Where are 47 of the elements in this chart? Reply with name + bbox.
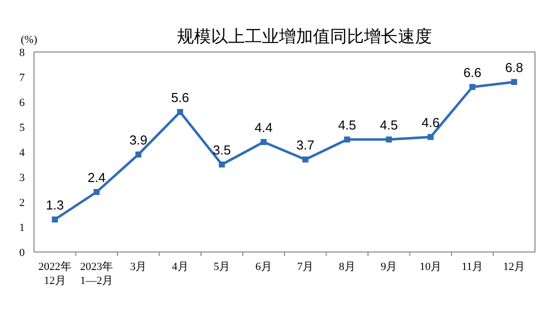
x-tick-label: 2022年 12月: [38, 261, 72, 287]
chart-title: 规模以上工业增加值同比增长速度: [177, 27, 432, 46]
y-axis-title: (%): [20, 34, 38, 46]
x-tick-label: 6月: [255, 261, 272, 273]
y-tick-label: 6: [19, 97, 26, 109]
point: [260, 139, 267, 145]
data-label: 1.3: [46, 198, 64, 212]
point: [511, 79, 518, 85]
data-label: 6.8: [505, 60, 524, 75]
point: [52, 216, 58, 222]
data-label: 3.7: [296, 138, 314, 152]
point: [177, 109, 184, 115]
point: [344, 136, 350, 142]
data-label: 3.5: [212, 142, 231, 158]
x-tick-label: 12月: [503, 261, 526, 273]
y-tick-label: 7: [19, 72, 26, 84]
data-label: 4.4: [254, 120, 273, 135]
point: [218, 162, 225, 168]
x-tick-label: 7月: [297, 261, 314, 273]
point: [302, 156, 308, 162]
x-tick-label: 8月: [338, 261, 356, 273]
point: [469, 84, 476, 90]
data-label: 4.5: [338, 118, 356, 132]
x-tick-label: 11月: [462, 261, 484, 273]
x-tick-label: 3月: [130, 261, 147, 273]
x-tick-label: 5月: [214, 261, 230, 273]
y-tick-label: 2: [19, 197, 25, 209]
point: [386, 136, 392, 142]
y-tick-label: 8: [19, 47, 26, 59]
x-tick-label: 4月: [172, 261, 188, 273]
point: [135, 152, 142, 158]
y-tick-label: 4: [19, 147, 26, 159]
point: [94, 189, 100, 195]
data-label: 4.5: [380, 118, 398, 132]
y-tick-label: 3: [19, 172, 26, 184]
data-label: 2.4: [88, 170, 106, 185]
y-tick-label: 0: [19, 247, 26, 259]
data-label: 6.6: [463, 65, 482, 80]
y-tick-label: 1: [19, 222, 25, 234]
point: [428, 134, 434, 140]
data-label: 5.6: [171, 90, 190, 105]
x-tick-label: 9月: [380, 261, 398, 273]
y-tick-label: 5: [19, 122, 26, 134]
x-tick-label: 2023年 1—2月: [80, 261, 114, 287]
data-label: 4.6: [422, 115, 440, 130]
x-tick-label: 10月: [420, 261, 442, 273]
data-label: 3.9: [129, 132, 148, 148]
